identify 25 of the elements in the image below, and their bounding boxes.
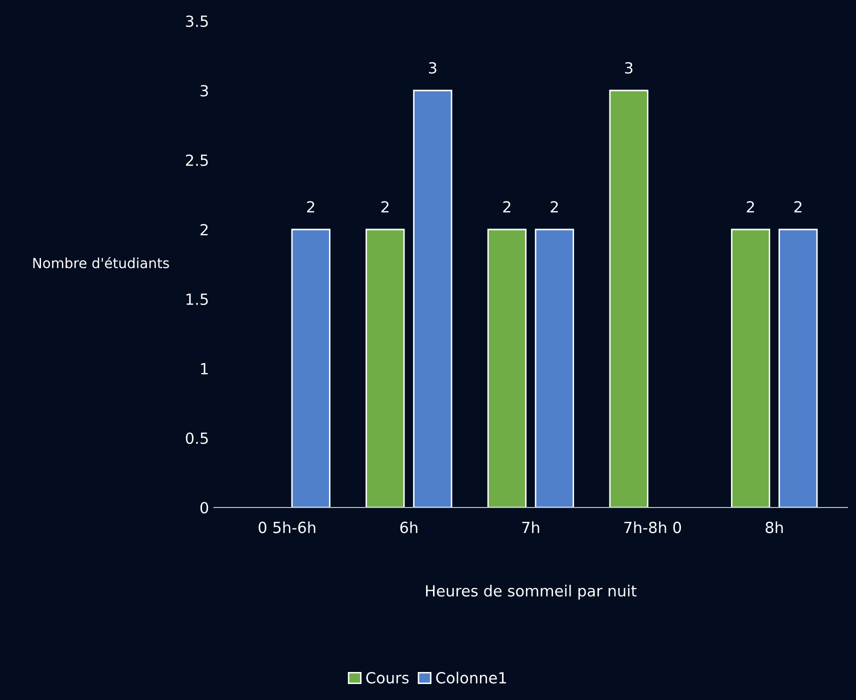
- y-tick-label: 3.5: [186, 15, 208, 28]
- data-label: 2: [307, 201, 314, 212]
- y-tick-label: 0.5: [186, 432, 208, 444]
- x-axis-title: Heures de sommeil par nuit: [426, 584, 636, 600]
- x-tick-label: 7h-8h 0: [624, 521, 681, 534]
- data-label: 2: [503, 201, 510, 212]
- data-label: 2: [550, 201, 558, 212]
- y-tick-label: 1: [201, 363, 208, 374]
- data-label: 2: [794, 201, 802, 212]
- data-label: 3: [625, 62, 632, 74]
- y-axis-title: Nombre d'étudiants: [33, 256, 169, 268]
- legend-label: Colonne1: [436, 672, 506, 684]
- x-tick-label: 0 5h-6h: [258, 521, 316, 534]
- x-tick-label: 8h: [766, 521, 783, 534]
- x-tick-label: 6h: [400, 521, 418, 534]
- legend-label: Cours: [366, 672, 409, 684]
- y-tick-label: 2.5: [186, 154, 208, 166]
- y-tick-label: 2: [200, 224, 208, 236]
- y-tick-label: 3: [200, 84, 208, 97]
- y-tick-label: 1.5: [186, 294, 208, 306]
- x-tick-label: 7h: [522, 521, 540, 533]
- data-label: 3: [428, 62, 436, 74]
- data-label: 2: [746, 201, 754, 212]
- data-label: 2: [381, 201, 388, 212]
- y-tick-label: 0: [200, 502, 208, 514]
